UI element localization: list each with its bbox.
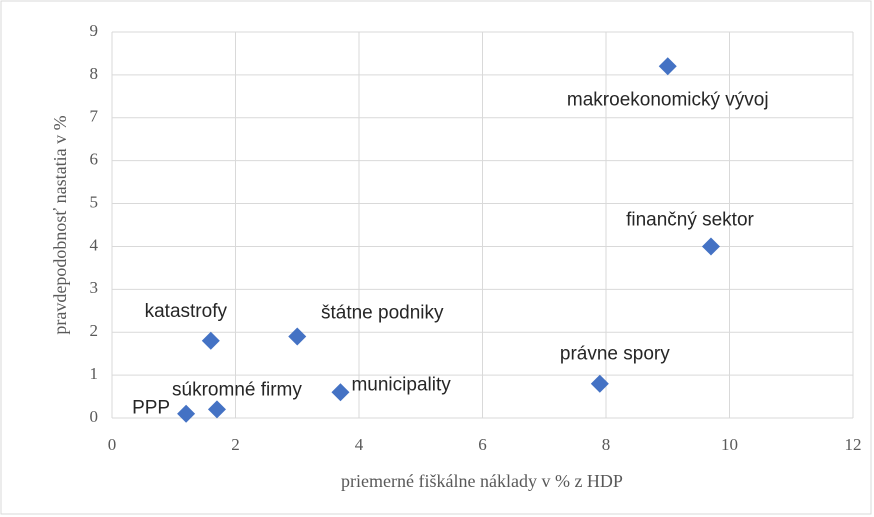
y-tick-label: 3 [90, 278, 99, 297]
point [658, 57, 677, 76]
y-tick-label: 7 [90, 107, 99, 126]
point [201, 331, 220, 350]
point-label: PPP [132, 398, 170, 419]
x-tick-label: 10 [721, 435, 738, 454]
point-label: municipality [351, 374, 451, 395]
point [177, 404, 196, 423]
point-label: právne spory [560, 344, 670, 365]
point [590, 374, 609, 393]
y-tick-label: 0 [90, 407, 99, 426]
y-tick-label: 2 [90, 321, 99, 340]
y-tick-label: 6 [90, 150, 99, 169]
point-label: katastrofy [145, 301, 228, 322]
point [701, 237, 720, 256]
x-tick-label: 2 [231, 435, 240, 454]
x-tick-label: 12 [845, 435, 862, 454]
point-label: súkromné firmy [172, 379, 302, 400]
point-label: makroekonomický vývoj [567, 89, 769, 110]
y-tick-label: 8 [90, 64, 99, 83]
y-tick-label: 4 [90, 235, 99, 254]
x-tick-label: 8 [602, 435, 611, 454]
point [331, 383, 350, 402]
y-tick-label: 1 [90, 364, 99, 383]
x-tick-label: 6 [478, 435, 487, 454]
y-tick-label: 5 [90, 192, 99, 211]
y-axis-title: pravdepodobnosť nastatia v % [50, 115, 70, 334]
point [288, 327, 307, 346]
point [207, 400, 226, 419]
x-tick-label: 4 [355, 435, 364, 454]
point-label: štátne podniky [321, 303, 444, 324]
point-label: finančný sektor [626, 209, 754, 230]
y-tick-label: 9 [90, 21, 99, 40]
x-axis-title: priemerné fiškálne náklady v % z HDP [341, 471, 623, 491]
x-tick-label: 0 [108, 435, 117, 454]
